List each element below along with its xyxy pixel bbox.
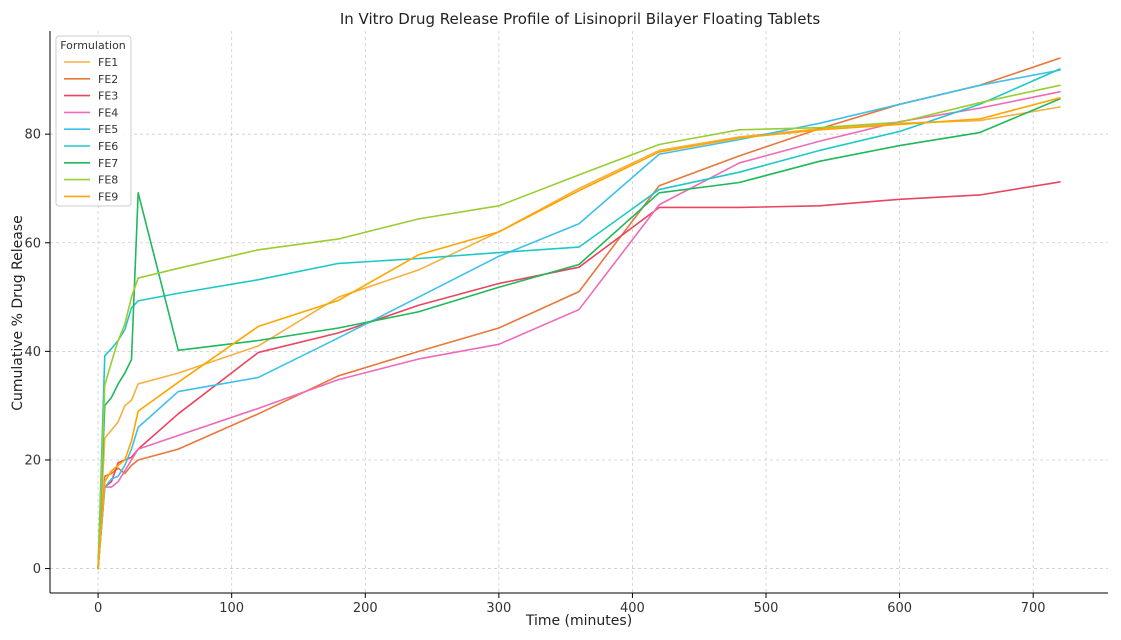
series-line-fe4 bbox=[97, 91, 1061, 570]
y-tick-label: 40 bbox=[24, 345, 41, 360]
legend-label-fe7: FE7 bbox=[98, 157, 118, 170]
legend-title: Formulation bbox=[60, 39, 126, 52]
y-tick-label: 0 bbox=[33, 562, 41, 577]
x-tick-label: 500 bbox=[754, 601, 779, 616]
legend-label-fe8: FE8 bbox=[98, 174, 118, 187]
y-tick-label: 60 bbox=[24, 236, 41, 251]
series-line-fe3 bbox=[97, 181, 1061, 570]
series-line-fe7 bbox=[97, 98, 1061, 570]
x-tick-label: 300 bbox=[486, 601, 511, 616]
legend-label-fe9: FE9 bbox=[98, 190, 118, 203]
legend-label-fe3: FE3 bbox=[98, 90, 118, 103]
x-tick-label: 100 bbox=[219, 601, 244, 616]
legend: Formulation FE1 FE2 FE3 FE4 FE5 FE6 FE7 FE8 FE9 bbox=[55, 35, 132, 207]
y-axis-title: Cumulative % Drug Release bbox=[10, 215, 26, 411]
series-line-fe8 bbox=[97, 84, 1061, 570]
x-axis-title: Time (minutes) bbox=[525, 613, 632, 629]
chart-title: In Vitro Drug Release Profile of Lisinop… bbox=[340, 10, 821, 28]
x-tick-label: 600 bbox=[887, 601, 912, 616]
legend-label-fe1: FE1 bbox=[98, 56, 118, 69]
x-tick-label: 400 bbox=[620, 601, 645, 616]
legend-label-fe4: FE4 bbox=[98, 106, 118, 119]
x-tick-label: 700 bbox=[1021, 601, 1046, 616]
x-tick-label: 0 bbox=[94, 601, 102, 616]
series-lines bbox=[97, 57, 1061, 570]
grid bbox=[50, 31, 1108, 593]
series-line-fe6 bbox=[97, 68, 1061, 570]
axes: 0 100 200 300 400 500 600 700 0 20 40 60 80 bbox=[24, 31, 1108, 616]
series-line-fe9 bbox=[97, 96, 1061, 570]
legend-label-fe2: FE2 bbox=[98, 73, 118, 86]
y-tick-label: 20 bbox=[24, 453, 41, 468]
x-tick-label: 200 bbox=[353, 601, 378, 616]
legend-label-fe5: FE5 bbox=[98, 123, 118, 136]
legend-label-fe6: FE6 bbox=[98, 140, 118, 153]
y-tick-label: 80 bbox=[24, 128, 41, 143]
series-line-fe5 bbox=[97, 69, 1061, 570]
series-line-fe2 bbox=[97, 57, 1061, 570]
